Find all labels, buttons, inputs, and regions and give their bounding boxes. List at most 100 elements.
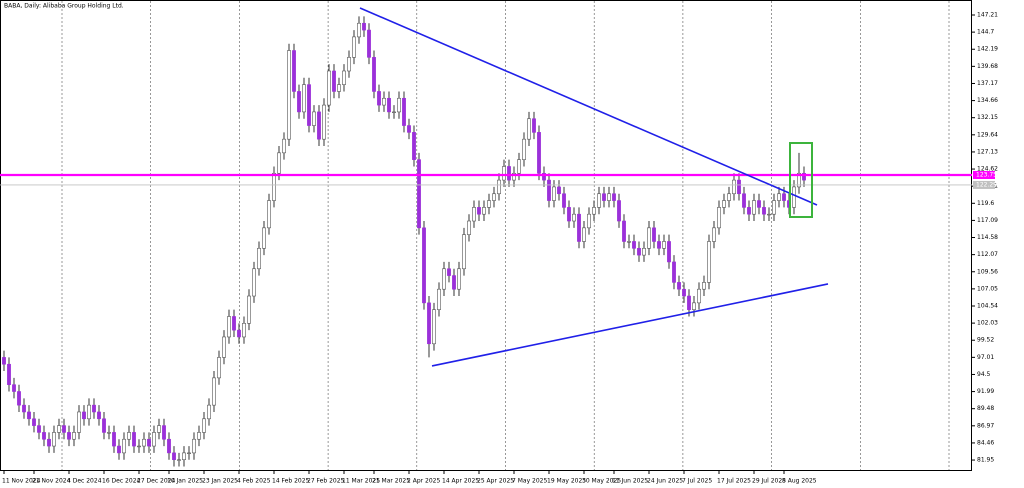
x-tick-label: 21 Nov 2024 [32,478,71,485]
y-tick-label: 124.62 [977,166,998,173]
y-tick-label: 91.99 [977,388,994,395]
candle-body [157,425,161,433]
candle-body [132,432,136,447]
candle-body [87,404,91,420]
y-tick-label: 104.54 [977,302,998,309]
y-tick-label: 107.05 [977,285,998,292]
y-tick-label: 97.01 [977,354,994,361]
candle-body [757,200,761,208]
x-tick-label: 14 Apr 2025 [442,478,479,485]
candle-body [602,193,606,201]
x-tick-label: 23 Jan 2025 [202,478,238,485]
candle-body [657,241,661,249]
y-tick-label: 139.68 [977,63,998,70]
candle-body [437,288,441,310]
y-tick-label: 147.21 [977,12,998,19]
y-tick-label: 144.7 [977,29,994,36]
x-tick-label: 16 Dec 2024 [102,478,141,485]
candle-body [17,391,21,406]
y-tick-label: 109.56 [977,268,998,275]
candle-body [687,295,691,310]
candle-body [507,166,511,181]
candle-body [412,132,416,160]
candle-body [137,445,141,448]
candle-body [537,132,541,174]
candle-body [502,166,506,181]
candle-body [92,404,96,413]
y-tick-label: 119.6 [977,200,994,207]
candle-body [567,207,571,222]
candle-body [592,207,596,215]
candle-body [707,241,711,283]
candle-body [332,70,336,92]
x-tick-label: 27 Feb 2025 [307,478,345,485]
candle-body [242,323,246,338]
candle-body [532,118,536,133]
candle-body [47,438,51,447]
candle-body [672,261,676,283]
candle-body [252,268,256,297]
candle-body [417,159,421,229]
candle-body [42,432,46,440]
y-tick-label: 137.17 [977,80,998,87]
candle-body [232,316,236,331]
candle-body [512,172,516,181]
candle-body [647,227,651,249]
candle-body [452,275,456,290]
candle-body [492,193,496,201]
candle-body [642,247,646,256]
candle-body [127,432,131,440]
chart-title: BABA, Daily: Alibaba Group Holding Ltd. [4,3,124,10]
price-label-box [973,170,995,179]
candle-body [257,247,261,270]
candle-body [712,227,716,242]
candle-body [422,227,426,304]
candle-body [697,288,701,304]
candle-body [312,111,316,126]
candle-body [317,111,321,140]
highlight-box [789,142,813,218]
y-tick-label: 86.97 [977,422,994,429]
candle-body [442,268,446,290]
candle-body [582,227,586,242]
plot-frame [0,0,972,471]
candle-body [617,200,621,222]
candle-body [402,97,406,126]
candle-body [762,207,766,215]
y-tick-label: 81.95 [977,457,994,464]
candle-body [547,179,551,201]
candle-body [517,159,521,174]
x-tick-label: 4 Dec 2024 [67,478,102,485]
candle-body [202,418,206,433]
x-tick-label: 2 Apr 2025 [407,478,440,485]
y-tick-label: 102.03 [977,320,998,327]
candle-body [622,220,626,242]
candle-body [777,193,781,201]
candle-body [292,50,296,92]
candle-body [322,104,326,140]
y-tick-label: 99.52 [977,337,994,344]
x-tick-label: 7 May 2025 [512,478,547,485]
candle-body [147,438,151,447]
candle-body [612,193,616,201]
candle-body [167,438,171,454]
y-tick-label: 114.58 [977,234,998,241]
candle-body [222,336,226,358]
candle-body [82,411,86,420]
candle-body [62,425,66,433]
candle-body [67,432,71,440]
x-tick-label: 27 Dec 2024 [137,478,176,485]
candle-body [432,309,436,345]
candle-body [12,384,16,392]
y-tick-label: 127.13 [977,148,998,155]
candle-body [462,234,466,270]
candle-body [377,91,381,106]
candle-body [662,241,666,249]
price-label-box [973,180,995,189]
candle-body [802,172,806,181]
candle-body [2,357,6,365]
candle-body [162,425,166,440]
candle-body [472,207,476,222]
candle-body [542,172,546,181]
